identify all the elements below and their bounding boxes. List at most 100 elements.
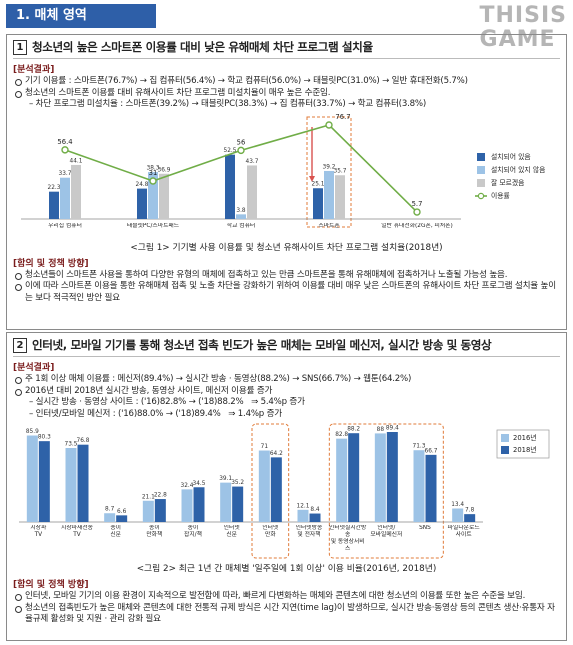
- bullet-marker: [15, 284, 22, 291]
- x-tick-label-box: 종이 신문: [110, 525, 121, 538]
- x-tick-label: 인터넷실시간방송 및 동영상서비스: [328, 525, 367, 552]
- data-label: 12.1: [297, 503, 310, 509]
- bar: [116, 515, 128, 522]
- section-number: 2: [13, 337, 27, 353]
- bar: [148, 171, 158, 219]
- heading: [함의 및 정책 방향]: [13, 580, 89, 590]
- data-label: 13.4: [451, 502, 464, 508]
- x-tick-label-box: 인터넷 만화: [262, 525, 278, 538]
- line-marker: [149, 176, 157, 185]
- legend-label: 이용률: [491, 191, 510, 200]
- bar: [71, 164, 81, 219]
- x-tick-label-box: 인터넷방송 및 전자책: [295, 525, 323, 538]
- data-label: 76.8: [77, 438, 90, 444]
- legend-swatch: [477, 178, 485, 187]
- section: 2 인터넷, 모바일 기기를 통해 청소년 접촉 빈도가 높은 매체는 모바일 …: [6, 332, 567, 641]
- data-label: 6.6: [117, 509, 127, 515]
- data-label: 36.9: [158, 167, 171, 173]
- bar: [60, 177, 70, 219]
- bullet-marker: [15, 388, 22, 396]
- x-tick-label-box: 지상파 TV: [30, 525, 47, 538]
- analysis-list: 기기 이용률 : 스마트폰(76.7%) → 집 컴퓨터(56.4%) → 학교…: [13, 76, 560, 111]
- section: 1 청소년의 높은 스마트폰 이용률 대비 낮은 유해매체 차단 프로그램 설치…: [6, 34, 567, 330]
- bar: [452, 508, 464, 522]
- x-tick-label-box: 종이 만화책: [146, 525, 163, 538]
- bar: [142, 500, 154, 522]
- x-tick-label-box: 인터넷/ 모바일메신저: [370, 525, 402, 538]
- data-label: 39.2: [323, 164, 336, 170]
- bullet-marker: [15, 594, 22, 601]
- data-label: 34.5: [193, 481, 206, 487]
- x-tick-label: 인터넷 신문: [223, 525, 240, 538]
- legend-swatch: [477, 152, 485, 161]
- data-label: 56: [237, 138, 246, 146]
- bar: [236, 213, 246, 219]
- data-label: 8.7: [105, 507, 115, 513]
- bar: [247, 164, 257, 219]
- bar: [374, 433, 386, 522]
- bar: [309, 513, 321, 522]
- x-tick-label: 지상파재전송 TV: [60, 525, 93, 538]
- data-label: 3.8: [236, 207, 246, 213]
- analysis-list: 주 1회 이상 매체 이용률 : 메신저(89.4%) → 실시간 방송 · 동…: [13, 374, 560, 420]
- x-tick-label-box: 우리집 컴퓨터: [48, 223, 82, 229]
- heading: [함의 및 정책 방향]: [13, 258, 89, 269]
- bar: [335, 174, 345, 219]
- legend-swatch: [501, 434, 509, 442]
- bullet-text: 청소년의 접촉빈도가 높은 매체와 콘텐츠에 대한 전통적 규제 방식은 시간 …: [25, 602, 555, 625]
- x-tick-label: 종이 신문: [110, 525, 121, 538]
- highlight-box: [251, 423, 290, 559]
- bullet-text: 청소년들이 스마트폰 사용을 통하여 다양한 유형의 매체에 접촉하고 있는 만…: [25, 269, 508, 280]
- x-tick-label-box: SNS: [419, 525, 431, 531]
- legend-swatch: [501, 446, 509, 454]
- arrow-head: [309, 175, 315, 182]
- bullet-item: 인터넷, 모바일 기기의 이용 환경이 지속적으로 발전함에 따라, 빠르게 다…: [13, 591, 560, 603]
- data-label: 8.4: [310, 507, 320, 513]
- legend-label: 2018년: [513, 445, 537, 454]
- x-tick-label: 종이 만화책: [146, 525, 163, 538]
- data-label: 7.8: [465, 508, 475, 514]
- bullet-text: 주 1회 이상 매체 이용률 : 메신저(89.4%) → 실시간 방송 · 동…: [25, 374, 412, 384]
- x-tick-label-box: 종이 잡지/책: [184, 525, 202, 538]
- data-label: 71.3: [413, 444, 426, 450]
- bar: [193, 487, 205, 522]
- bar: [77, 444, 89, 522]
- bullet-item: 청소년의 접촉빈도가 높은 매체와 콘텐츠에 대한 전통적 규제 방식은 시간 …: [13, 603, 560, 626]
- legend-swatch: [477, 192, 485, 199]
- data-label: 21.1: [142, 494, 155, 500]
- watermark: THISIS GAME: [480, 4, 567, 52]
- sub-item: – 차단 프로그램 미설치율 : 스마트폰(39.2%) → 태블릿PC(38.…: [29, 99, 427, 109]
- x-tick-label: 지상파 TV: [30, 525, 47, 538]
- bullet-marker: [15, 605, 22, 613]
- bullet-item: 2016년 대비 2018년 실시간 방송, 동영상 사이트, 메신저 이용률 …: [13, 386, 560, 398]
- x-tick-label-box: 인터넷 신문: [223, 525, 240, 538]
- bullet-text: 이에 따라 스마트폰 이용을 통한 유해매체 접촉 및 노출 차단을 강화하기 …: [25, 281, 556, 303]
- bullet-item: 기기 이용률 : 스마트폰(76.7%) → 집 컴퓨터(56.4%) → 학교…: [13, 76, 560, 88]
- bar: [297, 509, 309, 522]
- x-tick-label: 태블릿PC/스마트패드: [126, 222, 180, 229]
- policy-list: 인터넷, 모바일 기기의 이용 환경이 지속적으로 발전함에 따라, 빠르게 다…: [13, 591, 560, 626]
- x-tick-label: SNS: [419, 525, 431, 531]
- bullet-marker: [15, 377, 22, 384]
- x-tick-label-box: 학교 컴퓨터: [227, 223, 256, 229]
- data-label: 82.8: [335, 432, 348, 438]
- data-label: 43.7: [246, 158, 259, 164]
- x-tick-label: 인터넷방송 및 전자책: [295, 525, 323, 538]
- data-label: 85.9: [26, 429, 39, 435]
- highlight-box: [328, 423, 444, 559]
- legend-swatch: [477, 165, 485, 174]
- data-label: 88: [377, 427, 385, 433]
- bar: [425, 454, 437, 522]
- x-tick-label-box: 인터넷실시간방송 및 동영상서비스: [328, 525, 367, 552]
- bullet-marker: [15, 272, 22, 280]
- x-tick-label: 일반 휴대전화(2G폰, 피처폰): [381, 222, 453, 229]
- highlight-box: [306, 116, 352, 227]
- bullet-marker: [15, 79, 22, 86]
- bar: [270, 457, 282, 522]
- bullet-item: 청소년의 스마트폰 이용률 대비 유해사이트 차단 프로그램 미설치율이 매우 …: [13, 88, 560, 100]
- bar: [225, 154, 235, 219]
- data-label: 24.8: [136, 182, 149, 188]
- legend-label: 2016년: [513, 433, 537, 442]
- section-title: 인터넷, 모바일 기기를 통해 청소년 접촉 빈도가 높은 매체는 모바일 메신…: [32, 338, 492, 352]
- legend-label: 설치되어 있지 않음: [491, 165, 545, 174]
